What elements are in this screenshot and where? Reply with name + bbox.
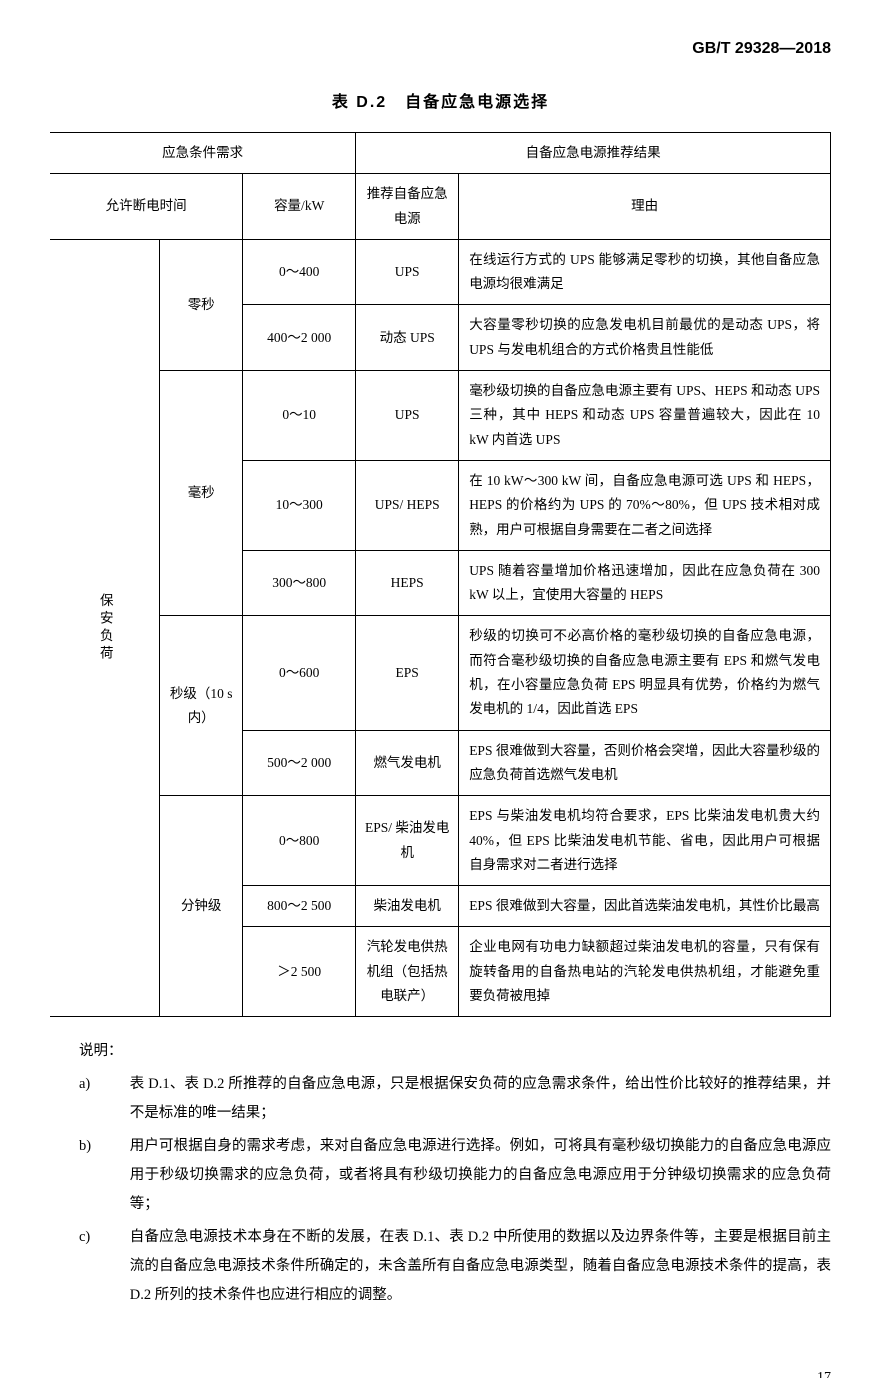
header-time: 允许断电时间 bbox=[50, 174, 243, 240]
note-item: b) 用户可根据自身的需求考虑，来对自备应急电源进行选择。例如，可将具有毫秒级切… bbox=[50, 1132, 831, 1219]
cell-reason: 在线运行方式的 UPS 能够满足零秒的切换，其他自备应急电源均很难满足 bbox=[459, 239, 831, 305]
note-marker: a) bbox=[50, 1070, 130, 1128]
cell-capacity: 400～2 000 bbox=[243, 305, 356, 371]
cell-rec: 柴油发电机 bbox=[356, 886, 459, 927]
cell-reason: EPS 与柴油发电机均符合要求，EPS 比柴油发电机贵大约 40%，但 EPS … bbox=[459, 796, 831, 886]
table-row: 毫秒 0～10 UPS 毫秒级切换的自备应急电源主要有 UPS、HEPS 和动态… bbox=[50, 371, 831, 461]
cell-reason: 毫秒级切换的自备应急电源主要有 UPS、HEPS 和动态 UPS 三种，其中 H… bbox=[459, 371, 831, 461]
cell-rec: 动态 UPS bbox=[356, 305, 459, 371]
table-subheader-row: 允许断电时间 容量/kW 推荐自备应急电源 理由 bbox=[50, 174, 831, 240]
cell-rec: 汽轮发电供热机组（包括热电联产） bbox=[356, 927, 459, 1017]
note-item: c) 自备应急电源技术本身在不断的发展，在表 D.1、表 D.2 中所使用的数据… bbox=[50, 1223, 831, 1310]
cell-reason: UPS 随着容量增加价格迅速增加，因此在应急负荷在 300 kW 以上，宜使用大… bbox=[459, 550, 831, 616]
table-caption: 表 D.2 自备应急电源选择 bbox=[50, 88, 831, 112]
cell-reason: 大容量零秒切换的应急发电机目前最优的是动态 UPS，将 UPS 与发电机组合的方… bbox=[459, 305, 831, 371]
row-group-label: 保安负荷 bbox=[50, 239, 160, 1016]
cell-time: 分钟级 bbox=[160, 796, 243, 1017]
cell-time: 毫秒 bbox=[160, 371, 243, 616]
cell-time: 零秒 bbox=[160, 239, 243, 370]
cell-time: 秒级（10 s 内） bbox=[160, 616, 243, 796]
cell-reason: EPS 很难做到大容量，因此首选柴油发电机，其性价比最高 bbox=[459, 886, 831, 927]
cell-reason: 企业电网有功电力缺额超过柴油发电机的容量，只有保有旋转备用的自备热电站的汽轮发电… bbox=[459, 927, 831, 1017]
cell-capacity: 10～300 bbox=[243, 460, 356, 550]
cell-reason: 在 10 kW～300 kW 间，自备应急电源可选 UPS 和 HEPS，HEP… bbox=[459, 460, 831, 550]
cell-rec: 燃气发电机 bbox=[356, 730, 459, 796]
cell-reason: EPS 很难做到大容量，否则价格会突增，因此大容量秒级的应急负荷首选燃气发电机 bbox=[459, 730, 831, 796]
cell-capacity: 800～2 500 bbox=[243, 886, 356, 927]
cell-capacity: 0～400 bbox=[243, 239, 356, 305]
header-reason: 理由 bbox=[459, 174, 831, 240]
standard-code: GB/T 29328—2018 bbox=[50, 40, 831, 58]
main-table: 应急条件需求 自备应急电源推荐结果 允许断电时间 容量/kW 推荐自备应急电源 … bbox=[50, 132, 831, 1017]
note-marker: c) bbox=[50, 1223, 130, 1310]
page-number: 17 bbox=[50, 1370, 831, 1378]
cell-reason: 秒级的切换可不必高价格的毫秒级切换的自备应急电源，而符合毫秒级切换的自备应急电源… bbox=[459, 616, 831, 730]
cell-rec: HEPS bbox=[356, 550, 459, 616]
notes-section: 说明： a) 表 D.1、表 D.2 所推荐的自备应急电源，只是根据保安负荷的应… bbox=[50, 1037, 831, 1310]
cell-capacity: 300～800 bbox=[243, 550, 356, 616]
header-result-group: 自备应急电源推荐结果 bbox=[356, 133, 831, 174]
cell-capacity: 0～10 bbox=[243, 371, 356, 461]
table-row: 分钟级 0～800 EPS/ 柴油发电机 EPS 与柴油发电机均符合要求，EPS… bbox=[50, 796, 831, 886]
note-item: a) 表 D.1、表 D.2 所推荐的自备应急电源，只是根据保安负荷的应急需求条… bbox=[50, 1070, 831, 1128]
note-text: 自备应急电源技术本身在不断的发展，在表 D.1、表 D.2 中所使用的数据以及边… bbox=[130, 1223, 831, 1310]
header-req-group: 应急条件需求 bbox=[50, 133, 356, 174]
cell-rec: UPS bbox=[356, 239, 459, 305]
cell-capacity: 0～600 bbox=[243, 616, 356, 730]
table-row: 秒级（10 s 内） 0～600 EPS 秒级的切换可不必高价格的毫秒级切换的自… bbox=[50, 616, 831, 730]
note-text: 表 D.1、表 D.2 所推荐的自备应急电源，只是根据保安负荷的应急需求条件，给… bbox=[130, 1070, 831, 1128]
table-header-row: 应急条件需求 自备应急电源推荐结果 bbox=[50, 133, 831, 174]
table-row: 保安负荷 零秒 0～400 UPS 在线运行方式的 UPS 能够满足零秒的切换，… bbox=[50, 239, 831, 305]
cell-rec: UPS bbox=[356, 371, 459, 461]
cell-rec: UPS/ HEPS bbox=[356, 460, 459, 550]
cell-capacity: 500～2 000 bbox=[243, 730, 356, 796]
note-text: 用户可根据自身的需求考虑，来对自备应急电源进行选择。例如，可将具有毫秒级切换能力… bbox=[130, 1132, 831, 1219]
cell-rec: EPS bbox=[356, 616, 459, 730]
cell-capacity: 0～800 bbox=[243, 796, 356, 886]
cell-rec: EPS/ 柴油发电机 bbox=[356, 796, 459, 886]
header-recommend: 推荐自备应急电源 bbox=[356, 174, 459, 240]
cell-capacity: ＞2 500 bbox=[243, 927, 356, 1017]
note-marker: b) bbox=[50, 1132, 130, 1219]
notes-label: 说明： bbox=[50, 1037, 831, 1066]
header-capacity: 容量/kW bbox=[243, 174, 356, 240]
